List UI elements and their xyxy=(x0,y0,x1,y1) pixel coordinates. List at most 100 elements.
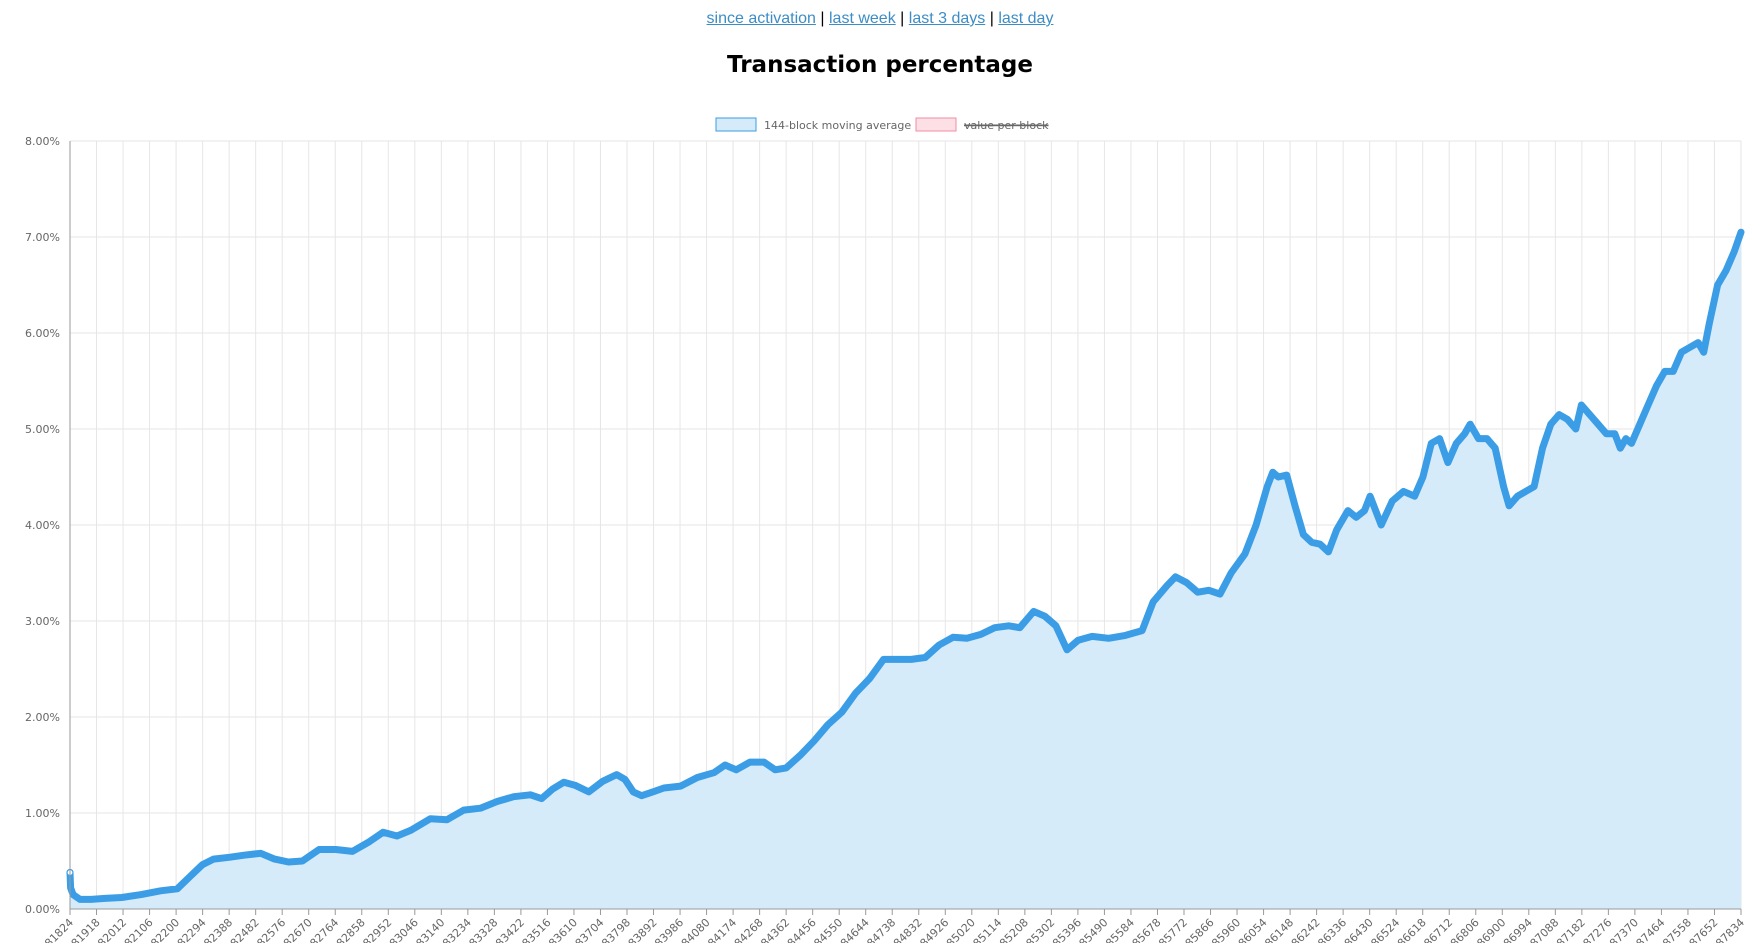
data-point xyxy=(118,894,125,901)
data-point xyxy=(599,778,606,785)
data-point xyxy=(1389,497,1396,505)
data-point xyxy=(1483,435,1490,442)
data-point xyxy=(199,861,206,868)
chart-axes xyxy=(69,141,1742,915)
nav-link-last-day[interactable]: last day xyxy=(998,10,1054,27)
data-point xyxy=(660,784,667,792)
data-point xyxy=(527,791,534,798)
data-point xyxy=(316,846,323,853)
data-point xyxy=(1400,488,1407,495)
data-point xyxy=(1522,488,1529,495)
data-point xyxy=(1164,582,1171,589)
page-title: Transaction percentage xyxy=(727,52,1033,78)
data-point xyxy=(560,779,567,786)
data-point xyxy=(1300,531,1307,538)
data-point xyxy=(299,857,306,865)
data-point xyxy=(1316,541,1324,548)
data-point xyxy=(366,838,373,845)
data-point xyxy=(138,891,145,898)
legend-label-moving-average[interactable]: 144-block moving average xyxy=(764,119,911,132)
data-point xyxy=(88,896,95,903)
legend-swatch-value-per-block[interactable] xyxy=(915,117,957,132)
data-point xyxy=(1737,229,1745,236)
data-point xyxy=(1500,483,1507,490)
data-point xyxy=(510,793,517,800)
nav-separator: | xyxy=(820,10,825,27)
data-point xyxy=(379,829,387,836)
data-point xyxy=(1622,435,1629,442)
data-point xyxy=(1670,368,1677,375)
y-tick-label: 6.00% xyxy=(25,327,60,340)
data-point xyxy=(1041,613,1048,620)
data-point xyxy=(174,885,181,892)
data-point xyxy=(332,846,339,853)
legend-swatch-moving-average[interactable] xyxy=(715,117,757,132)
data-point xyxy=(797,752,804,759)
data-point xyxy=(908,656,915,663)
data-point xyxy=(1611,430,1618,437)
data-point xyxy=(477,805,484,812)
data-point xyxy=(69,891,77,898)
data-point xyxy=(852,689,859,697)
data-point xyxy=(1139,627,1146,634)
data-point xyxy=(1475,435,1482,442)
y-tick-label: 0.00% xyxy=(25,903,60,916)
data-point xyxy=(783,764,790,771)
data-point xyxy=(1361,507,1368,514)
data-point xyxy=(638,792,645,799)
data-point xyxy=(349,848,356,855)
data-point xyxy=(227,854,234,861)
data-point xyxy=(1269,469,1276,476)
data-point xyxy=(1686,344,1693,351)
data-point xyxy=(393,832,401,840)
nav-link-last-3-days[interactable]: last 3 days xyxy=(908,10,986,27)
data-point xyxy=(1063,646,1071,653)
data-point xyxy=(949,634,957,641)
data-point xyxy=(1205,587,1212,594)
nav-separator: | xyxy=(900,10,905,27)
data-point xyxy=(1444,459,1452,466)
y-tick-label: 7.00% xyxy=(25,231,60,244)
data-point xyxy=(443,816,451,823)
data-point xyxy=(1194,589,1201,596)
data-point xyxy=(1731,248,1738,255)
nav-link-last-week[interactable]: last week xyxy=(829,10,896,27)
data-point xyxy=(1714,281,1721,289)
data-point xyxy=(67,884,74,891)
data-point xyxy=(963,635,971,642)
data-point xyxy=(1547,421,1554,428)
data-point xyxy=(1172,573,1179,580)
data-point xyxy=(1227,569,1235,577)
data-point xyxy=(1052,622,1060,629)
data-point xyxy=(772,766,779,773)
data-point xyxy=(1700,349,1707,356)
data-point xyxy=(1695,339,1702,346)
data-point xyxy=(1088,633,1096,640)
data-point xyxy=(991,624,998,631)
data-point xyxy=(694,774,701,781)
data-point xyxy=(1366,493,1374,500)
data-point xyxy=(1264,483,1271,490)
data-point xyxy=(1453,440,1460,447)
data-point xyxy=(538,795,545,802)
data-point xyxy=(271,855,278,863)
data-point xyxy=(1308,539,1315,546)
nav-link-since-activation[interactable]: since activation xyxy=(706,10,816,27)
data-point xyxy=(1436,435,1443,442)
data-point xyxy=(710,769,718,776)
data-point xyxy=(1428,440,1435,447)
data-point xyxy=(257,850,264,857)
data-point xyxy=(1353,514,1360,521)
data-point xyxy=(1572,425,1579,433)
range-nav: since activation | last week | last 3 da… xyxy=(0,8,1760,30)
data-point xyxy=(1378,521,1385,529)
x-axis-ticks: 4818244819184820124821064822004822944823… xyxy=(37,916,1747,943)
y-axis-ticks: 0.00% 1.00% 2.00% 3.00% 4.00% 5.00% 6.00% 7.00%… xyxy=(25,135,60,916)
data-point xyxy=(1514,493,1521,500)
data-point xyxy=(549,785,556,793)
data-point xyxy=(677,783,684,790)
chart-series xyxy=(66,228,1745,903)
data-point xyxy=(1075,637,1082,644)
data-point xyxy=(733,766,740,773)
